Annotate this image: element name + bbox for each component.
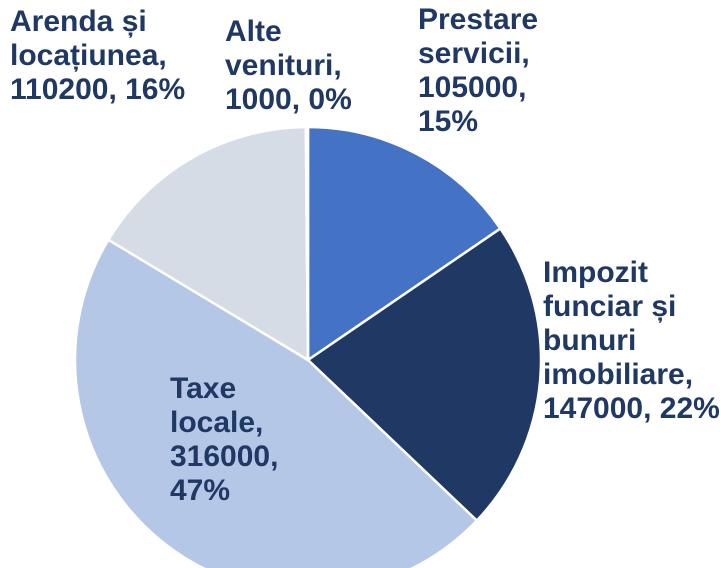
data-label: Arenda și locațiunea, 110200, 16% xyxy=(10,5,186,106)
pie-slice xyxy=(304,125,310,361)
pie-slice xyxy=(306,125,503,363)
pie-slice xyxy=(73,238,479,568)
pie-slice xyxy=(106,125,310,363)
data-label: Taxe locale, 316000, 47% xyxy=(170,372,279,507)
data-label: Alte venituri, 1000, 0% xyxy=(225,15,352,116)
pie-slice xyxy=(306,226,543,523)
data-label: Prestare servicii, 105000, 15% xyxy=(418,3,539,138)
data-label: Impozit funciar și bunuri imobiliare, 14… xyxy=(543,256,720,425)
